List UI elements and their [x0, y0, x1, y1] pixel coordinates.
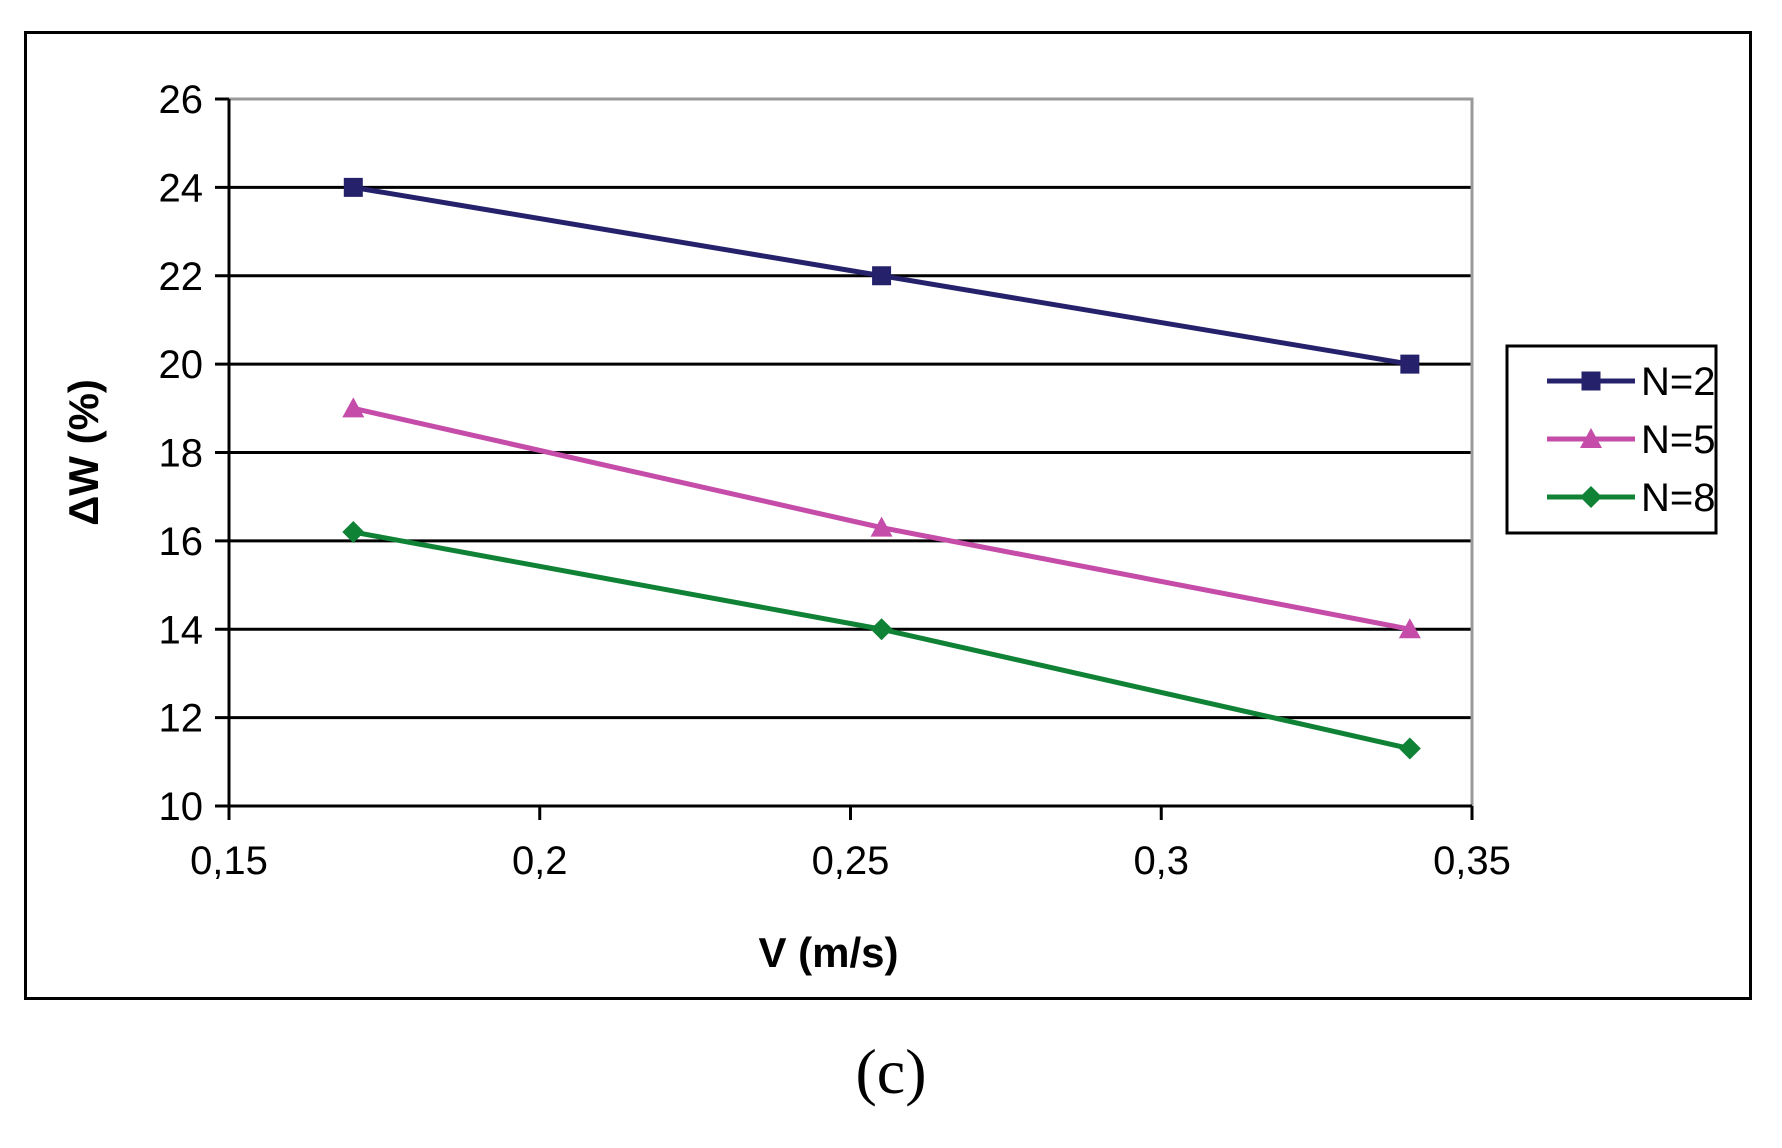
- data-point: [1400, 354, 1420, 374]
- x-tick-label: 0,2: [512, 839, 568, 883]
- legend-label: N=2: [1641, 360, 1716, 404]
- x-tick-label: 0,3: [1133, 839, 1189, 883]
- legend-item: N=5: [1547, 418, 1716, 462]
- legend-item: N=2: [1547, 360, 1716, 404]
- x-tick-label: 0,35: [1433, 839, 1511, 883]
- legend-label: N=5: [1641, 418, 1716, 462]
- panel-label: (c): [855, 1036, 927, 1107]
- x-tick-label: 0,25: [812, 839, 890, 883]
- data-point: [870, 516, 893, 537]
- y-tick-label: 12: [159, 697, 204, 741]
- x-tick-label: 0,15: [190, 839, 268, 883]
- series-n2: [343, 177, 1420, 374]
- legend-label: N=8: [1641, 476, 1716, 520]
- y-tick-label: 10: [159, 785, 204, 829]
- y-tick-label: 22: [159, 255, 204, 299]
- data-point: [870, 618, 893, 641]
- data-point: [872, 266, 892, 286]
- y-axis-title: ΔW (%): [60, 379, 107, 526]
- series-line: [352, 529, 1411, 751]
- data-point: [1398, 737, 1421, 760]
- legend-item: N=8: [1547, 476, 1716, 520]
- data-point: [1398, 618, 1421, 639]
- legend-marker: [1580, 428, 1602, 448]
- y-tick-label: 20: [159, 343, 204, 387]
- legend-marker: [1580, 486, 1602, 508]
- y-tick-label: 16: [159, 520, 204, 564]
- data-point: [342, 521, 365, 544]
- chart-frame: [24, 31, 1752, 1000]
- series-n8: [342, 521, 1421, 760]
- y-tick-label: 18: [159, 432, 204, 476]
- legend-marker: [1581, 371, 1601, 391]
- gridlines: [229, 185, 1472, 720]
- axes: 10 12 14 16 18 20 22 24 26 0,15 0,2 0,25 0,3 0,35: [159, 78, 1511, 883]
- legend: N=2 N=5 N=8: [1505, 344, 1718, 535]
- y-tick-label: 26: [159, 78, 204, 122]
- y-tick-label: 24: [159, 166, 204, 210]
- y-tick-label: 14: [159, 608, 204, 652]
- series-layer: [342, 177, 1421, 760]
- series-n5: [342, 397, 1421, 639]
- data-point: [343, 177, 363, 197]
- data-point: [342, 397, 365, 418]
- x-axis-title: V (m/s): [758, 929, 898, 976]
